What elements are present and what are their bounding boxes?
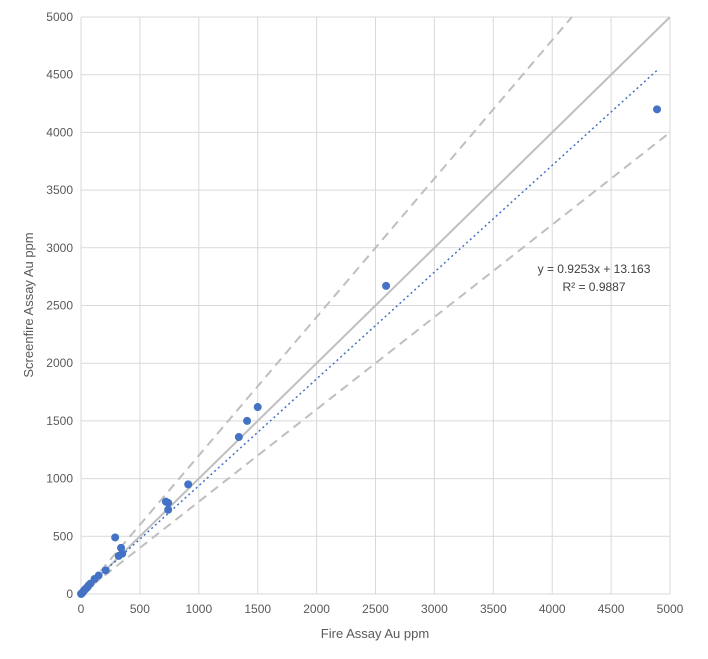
y-tick-label: 3500 xyxy=(46,183,73,197)
x-tick-label: 0 xyxy=(78,602,85,616)
x-tick-label: 5000 xyxy=(657,602,684,616)
data-point xyxy=(161,497,170,506)
x-axis-title: Fire Assay Au ppm xyxy=(321,626,429,641)
data-point xyxy=(77,589,86,598)
dashed-reference-line xyxy=(81,17,574,594)
data-point xyxy=(184,480,193,489)
y-axis-title: Screenfire Assay Au ppm xyxy=(21,232,36,377)
one-to-one-line xyxy=(81,17,670,594)
x-tick-label: 3000 xyxy=(421,602,448,616)
data-point xyxy=(253,403,262,412)
x-tick-label: 2500 xyxy=(362,602,389,616)
x-tick-label: 4000 xyxy=(539,602,566,616)
data-point xyxy=(101,566,110,575)
data-points xyxy=(77,105,662,598)
y-tick-label: 4000 xyxy=(46,125,73,139)
y-tick-label: 0 xyxy=(66,587,73,601)
y-tick-label: 2000 xyxy=(46,356,73,370)
y-tick-label: 500 xyxy=(53,529,73,543)
x-tick-label: 1000 xyxy=(185,602,212,616)
y-tick-label: 1500 xyxy=(46,414,73,428)
x-tick-label: 1500 xyxy=(244,602,271,616)
y-tick-label: 3000 xyxy=(46,241,73,255)
y-tick-label: 1000 xyxy=(46,472,73,486)
data-point xyxy=(653,105,662,114)
x-tick-labels: 0 500 1000 1500 2000 2500 3000 3500 4000 4500 5000 xyxy=(78,602,684,616)
y-tick-label: 4500 xyxy=(46,68,73,82)
y-tick-labels: 0 500 1000 1500 2000 2500 3000 3500 4000 4500 5000 xyxy=(46,10,73,601)
data-point xyxy=(243,416,252,425)
x-tick-label: 4500 xyxy=(598,602,625,616)
x-tick-label: 500 xyxy=(130,602,150,616)
dashed-reference-line xyxy=(81,131,670,594)
trendline-r-squared: R² = 0.9887 xyxy=(562,280,625,294)
trendline-equation: y = 0.9253x + 13.163 xyxy=(538,262,651,276)
x-tick-label: 3500 xyxy=(480,602,507,616)
data-point xyxy=(111,533,120,542)
data-point xyxy=(234,433,243,442)
y-tick-label: 2500 xyxy=(46,299,73,313)
reference-lines xyxy=(81,17,670,594)
data-point xyxy=(114,551,123,560)
x-tick-label: 2000 xyxy=(303,602,330,616)
data-point xyxy=(382,281,391,290)
data-point xyxy=(164,505,173,514)
y-tick-label: 5000 xyxy=(46,10,73,24)
